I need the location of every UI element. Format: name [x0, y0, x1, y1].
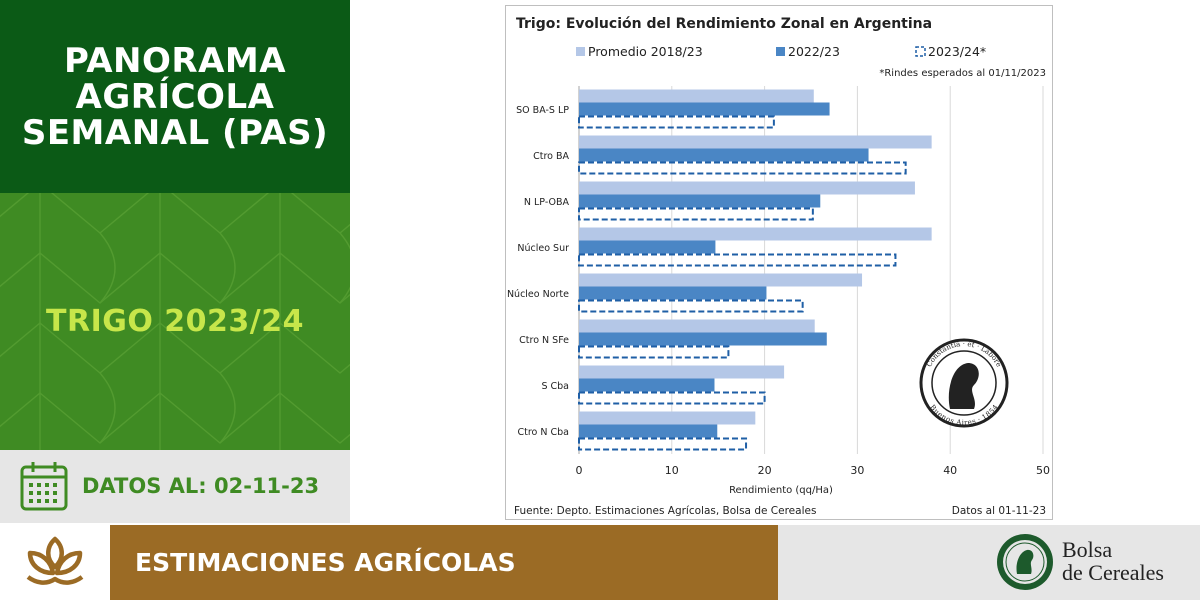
legend-label-2: 2023/24*	[928, 44, 986, 59]
category-label-5: Ctro N SFe	[519, 335, 569, 346]
x-tick-label-5: 50	[1036, 464, 1050, 477]
brand-name: Bolsa de Cereales	[1062, 538, 1164, 584]
bar-2-0	[578, 115, 775, 129]
sprout-icon	[26, 536, 84, 585]
bar-2-2	[578, 207, 814, 221]
x-tick-label-2: 20	[758, 464, 772, 477]
pas-title-line-1: PANORAMA	[63, 40, 287, 81]
bar-2-7	[578, 437, 748, 451]
bar-1-5	[579, 332, 827, 346]
brand-name-line-1: Bolsa	[1062, 537, 1113, 562]
legend-swatch-2	[915, 46, 926, 57]
footer-band: ESTIMACIONES AGRÍCOLAS Bolsa de Cereales	[0, 523, 1200, 600]
yield-chart-svg: Trigo: Evolución del Rendimiento Zonal e…	[507, 16, 1050, 517]
pas-title-line-3: SEMANAL (PAS)	[21, 112, 329, 153]
legend-label-1: 2022/23	[788, 44, 840, 59]
bar-1-1	[579, 148, 869, 162]
section-title: ESTIMACIONES AGRÍCOLAS	[110, 525, 778, 600]
brand-area: Bolsa de Cereales	[778, 525, 1200, 600]
data-date-label: DATOS AL: 02-11-23	[82, 474, 320, 498]
bar-0-0	[579, 89, 814, 103]
calendar-icon	[20, 462, 68, 511]
bar-2-6	[578, 391, 766, 405]
bar-2-5	[578, 345, 730, 359]
bar-2-3	[578, 253, 897, 267]
bar-2-4	[578, 299, 804, 313]
bar-2-1	[578, 161, 907, 175]
pas-title-panel: PANORAMA AGRÍCOLA SEMANAL (PAS)	[0, 0, 350, 193]
bar-1-4	[579, 286, 767, 300]
x-tick-label-4: 40	[943, 464, 957, 477]
category-label-3: Núcleo Sur	[517, 243, 569, 254]
bar-1-6	[579, 378, 715, 392]
category-label-7: Ctro N Cba	[518, 427, 570, 438]
chart-date-note: Datos al 01-11-23	[952, 505, 1046, 517]
crop-season-label: TRIGO 2023/24	[46, 304, 304, 339]
legend-swatch-1	[776, 47, 785, 56]
bar-0-7	[579, 411, 756, 425]
x-tick-label-3: 30	[850, 464, 864, 477]
leaf-pattern-background	[0, 193, 350, 450]
brand-name-line-2: de Cereales	[1062, 560, 1164, 585]
seal-inner-ring	[931, 350, 997, 416]
category-label-0: SO BA-S LP	[516, 105, 569, 116]
x-tick-label-0: 0	[576, 464, 583, 477]
x-axis-label: Rendimiento (qq/Ha)	[729, 485, 833, 496]
chart-title: Trigo: Evolución del Rendimiento Zonal e…	[516, 16, 932, 32]
category-label-1: Ctro BA	[533, 151, 569, 162]
bar-0-3	[579, 227, 932, 241]
x-tick-label-1: 10	[665, 464, 679, 477]
crop-panel: TRIGO 2023/24	[0, 193, 350, 450]
legend-label-0: Promedio 2018/23	[588, 44, 703, 59]
date-panel: DATOS AL: 02-11-23	[0, 450, 350, 523]
bar-0-5	[579, 319, 815, 333]
category-label-2: N LP-OBA	[524, 197, 570, 208]
category-label-4: Núcleo Norte	[507, 289, 569, 300]
legend-swatch-0	[576, 47, 585, 56]
yield-chart: Trigo: Evolución del Rendimiento Zonal e…	[505, 5, 1053, 520]
category-label-6: S Cba	[541, 381, 569, 392]
bar-0-6	[579, 365, 785, 379]
bar-0-1	[579, 135, 932, 149]
bar-1-2	[579, 194, 821, 208]
pas-title-line-2: AGRÍCOLA	[75, 76, 275, 117]
chart-note: *Rindes esperados al 01/11/2023	[879, 68, 1046, 79]
chart-source: Fuente: Depto. Estimaciones Agrícolas, B…	[514, 505, 816, 517]
bar-1-0	[579, 102, 830, 116]
seal-figure	[948, 363, 979, 409]
bolsa-seal-icon	[997, 534, 1053, 590]
bar-0-2	[579, 181, 915, 195]
bar-0-4	[579, 273, 863, 287]
bar-1-3	[579, 240, 716, 254]
bar-1-7	[579, 424, 718, 438]
